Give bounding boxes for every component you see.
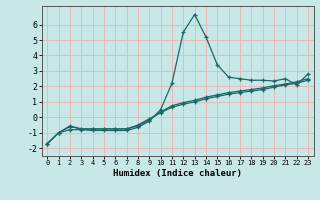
X-axis label: Humidex (Indice chaleur): Humidex (Indice chaleur) (113, 169, 242, 178)
